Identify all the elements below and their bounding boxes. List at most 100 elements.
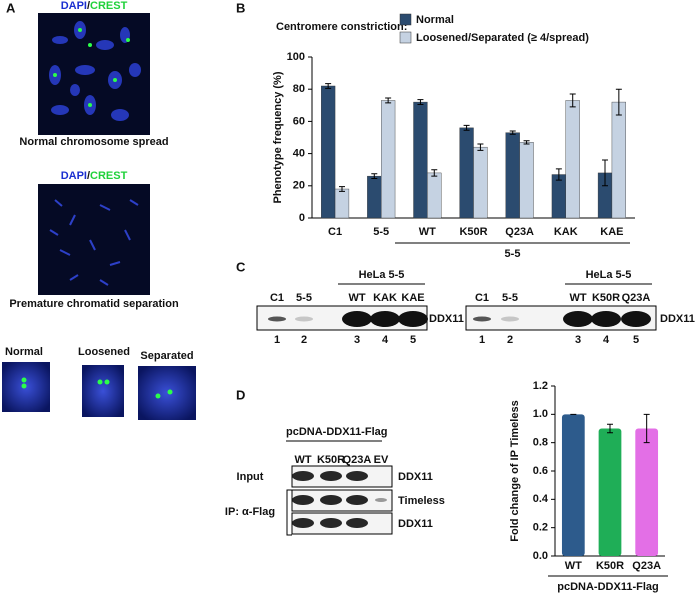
chromosome-label: Separated <box>140 350 193 362</box>
bar <box>381 100 396 219</box>
stain: / <box>87 170 90 182</box>
error-bar <box>371 173 378 180</box>
blot-header: HeLa 5-5 <box>359 269 405 281</box>
panel-label: B <box>236 0 245 15</box>
bar <box>413 101 428 219</box>
bar <box>611 101 626 219</box>
band <box>342 311 372 327</box>
legend-label: Loosened/Separated (≥ 4/spread) <box>416 32 589 44</box>
band <box>292 495 314 505</box>
band <box>346 471 368 481</box>
lane-label: Q23A <box>622 292 651 304</box>
crest-dots <box>53 28 130 107</box>
band <box>621 311 651 327</box>
lane-label: WT <box>569 292 586 304</box>
error-bar <box>643 413 650 444</box>
crest-dot <box>21 383 27 389</box>
band <box>268 316 286 322</box>
band <box>320 471 342 481</box>
protein-label: DDX11 <box>660 313 695 325</box>
lane-number: 3 <box>575 334 581 346</box>
lane-number: 5 <box>410 334 416 346</box>
protein-label: Timeless <box>398 495 445 507</box>
chromosome-label: Loosened <box>78 346 130 358</box>
bar <box>598 428 622 556</box>
lane-label: KAE <box>401 292 424 304</box>
bar <box>459 127 474 219</box>
error-bar <box>607 423 613 434</box>
bar <box>519 142 534 219</box>
bar <box>635 428 659 556</box>
x-tick-label: KAE <box>600 226 623 238</box>
lane-number: 2 <box>301 334 307 346</box>
lane-label: K50R <box>317 454 345 466</box>
crest-dot <box>155 393 161 399</box>
band <box>473 316 491 322</box>
y-tick-label: 0.4 <box>533 493 549 505</box>
error-bar <box>509 130 516 135</box>
row-group: Input <box>237 471 264 483</box>
y-tick-label: 1.0 <box>533 408 548 420</box>
x-tick-label: Q23A <box>505 226 534 238</box>
error-bar <box>463 124 470 131</box>
protein-label: DDX11 <box>429 313 464 325</box>
lane-number: 1 <box>274 334 280 346</box>
error-bar <box>615 88 622 116</box>
x-tick-label: Q23A <box>632 560 661 572</box>
band <box>398 311 428 327</box>
error-bar <box>385 97 392 104</box>
band <box>375 498 387 502</box>
band <box>370 311 400 327</box>
y-tick-label: 1.2 <box>533 380 548 392</box>
bar <box>334 188 350 219</box>
band <box>320 518 342 528</box>
blot-header: HeLa 5-5 <box>586 269 632 281</box>
protein-label: DDX11 <box>398 471 433 483</box>
x-tick-label: K50R <box>459 226 487 238</box>
y-tick-label: 80 <box>293 83 305 95</box>
error-bar <box>338 186 345 192</box>
legend-swatch <box>399 31 412 44</box>
crest-dot <box>97 379 103 385</box>
y-tick-label: 0.8 <box>533 437 548 449</box>
x-tick-label: K50R <box>596 560 624 572</box>
bar <box>565 100 580 219</box>
crest-dot <box>167 389 173 395</box>
bar <box>505 132 520 219</box>
lane-number: 3 <box>354 334 360 346</box>
panel-label: A <box>6 0 16 15</box>
lane-label: C1 <box>270 292 284 304</box>
stain: DAPI <box>61 0 87 12</box>
protein-label: DDX11 <box>398 518 433 530</box>
y-tick-label: 0.2 <box>533 522 548 534</box>
bar <box>321 85 336 219</box>
chromatids <box>49 199 139 286</box>
chromosome-image <box>82 365 124 417</box>
error-bar <box>431 169 438 177</box>
band <box>320 495 342 505</box>
group-label: pcDNA-DDX11-Flag <box>557 581 658 593</box>
lane-label: C1 <box>475 292 489 304</box>
error-bar <box>325 83 332 89</box>
y-tick-label: 20 <box>293 180 305 192</box>
bracket <box>286 489 292 536</box>
y-tick-label: 100 <box>287 51 305 63</box>
x-tick-label: WT <box>419 226 436 238</box>
legend-title: Centromere constriction: <box>276 21 407 33</box>
y-tick-label: 0 <box>299 212 305 224</box>
lane-label: KAK <box>373 292 397 304</box>
stain-title: DAPI/CREST <box>61 170 128 182</box>
group-label: 5-5 <box>505 248 521 260</box>
bar <box>551 174 566 219</box>
lane-number: 5 <box>633 334 639 346</box>
bar <box>427 172 442 219</box>
band <box>501 316 519 322</box>
lane-label: K50R <box>592 292 620 304</box>
chromosome-image <box>138 366 196 420</box>
lane-label: WT <box>348 292 365 304</box>
stain: DAPI <box>61 170 87 182</box>
x-tick-label: WT <box>565 560 582 572</box>
crest-dot <box>104 379 110 385</box>
band <box>346 495 368 505</box>
stain-title: DAPI/CREST <box>61 0 128 12</box>
